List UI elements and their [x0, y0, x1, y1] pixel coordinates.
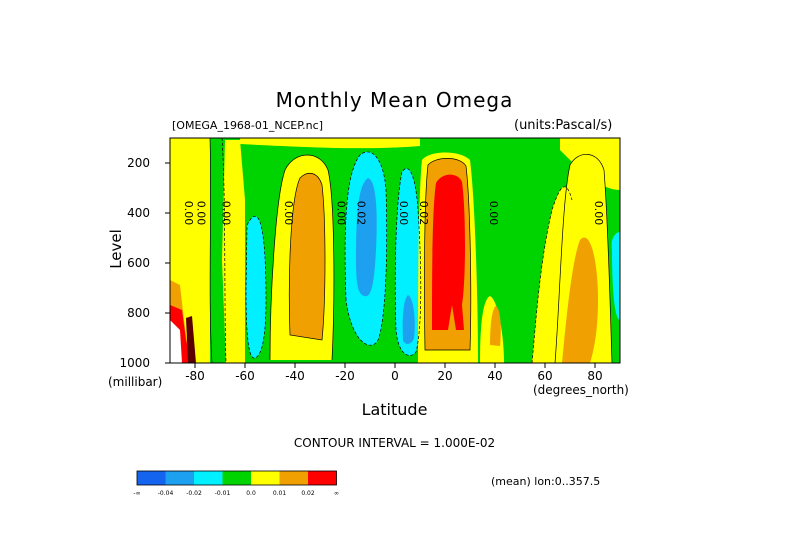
contour-line — [269, 154, 335, 361]
legend-tick-label: 0.0 — [246, 490, 256, 497]
y-tick-label: 600 — [127, 256, 150, 270]
contour-value-label: 0.00 — [220, 201, 233, 226]
legend-tick-label: -0.01 — [215, 490, 231, 497]
contour-value-label: 0.02 — [417, 201, 430, 226]
contour-value-label: 0.00 — [182, 201, 195, 226]
contour-value-label: 0.00 — [195, 201, 208, 226]
region-yellow-top-north — [560, 138, 620, 190]
contour-line — [221, 138, 227, 363]
region-cyan-eq — [395, 168, 421, 356]
x-tick-label: -40 — [285, 369, 305, 383]
y-tick-label: 800 — [127, 306, 150, 320]
contour-line — [245, 215, 267, 359]
y-tick-label: 400 — [127, 206, 150, 220]
legend-frame — [136, 470, 337, 486]
chart-title: Monthly Mean Omega — [275, 88, 514, 112]
contour-line — [394, 168, 422, 356]
contour-value-label: 0.00 — [335, 201, 348, 226]
y-axis-unit: (millibar) — [108, 375, 163, 389]
x-tick-label: -60 — [235, 369, 255, 383]
x-tick-label: 20 — [437, 369, 452, 383]
contour-line — [209, 138, 213, 363]
region-darkred-south — [186, 316, 196, 363]
contour-value-label: 0.00 — [397, 201, 410, 226]
region-cyan-north-edge — [611, 232, 620, 320]
contour-labels: 0.00 0.00 0.00 0.00 0.00 0.02 0.00 0.02 0.00 0.00 — [182, 201, 605, 226]
dataset-name: [OMEGA_1968-01_NCEP.nc] — [172, 119, 323, 132]
legend-swatch — [194, 471, 223, 485]
x-axis-ticks: -80 -60 -40 -20 0 20 40 60 80 — [185, 363, 603, 383]
contour-line — [344, 151, 388, 346]
color-legend-bar: -∞ -0.04 -0.02 -0.01 0.0 0.01 0.02 ∞ — [133, 470, 339, 497]
x-tick-label: -80 — [185, 369, 205, 383]
mean-longitude-note: (mean) lon:0..357.5 — [491, 475, 601, 488]
legend-tick-label: ∞ — [334, 490, 339, 497]
contour-line — [531, 186, 573, 363]
contour-value-label: 0.00 — [592, 201, 605, 226]
contour-line — [288, 172, 326, 341]
region-cyan-s60 — [246, 216, 266, 358]
contour-value-label: 0.00 — [282, 201, 295, 226]
region-white-south-corner — [170, 320, 182, 363]
region-blue-s10 — [356, 178, 377, 297]
y-axis-ticks: 200 400 600 800 1000 — [119, 156, 170, 370]
x-tick-label: -20 — [335, 369, 355, 383]
legend-tick-label: 0.01 — [273, 490, 287, 497]
x-tick-label: 60 — [537, 369, 552, 383]
legend-swatch — [308, 471, 337, 485]
y-tick-label: 200 — [127, 156, 150, 170]
legend-swatch — [279, 471, 308, 485]
x-axis-unit: (degrees_north) — [533, 383, 629, 397]
x-tick-label: 0 — [391, 369, 399, 383]
units-label: (units:Pascal/s) — [514, 118, 613, 133]
legend-swatch — [137, 471, 166, 485]
region-red-n20 — [432, 174, 465, 330]
legend-swatch — [222, 471, 251, 485]
y-tick-label: 1000 — [119, 356, 150, 370]
contour-interval-note: CONTOUR INTERVAL = 1.000E-02 — [293, 436, 496, 450]
contour-value-label: 0.00 — [487, 201, 500, 226]
contour-line — [554, 154, 613, 363]
legend-tick-label: -0.04 — [158, 490, 174, 497]
x-tick-label: 80 — [587, 369, 602, 383]
region-orange-s40 — [289, 173, 325, 340]
legend-tick-label: -0.02 — [186, 490, 202, 497]
x-axis-label: Latitude — [361, 400, 428, 419]
region-yellow-band-s60 — [222, 140, 245, 363]
x-tick-label: 40 — [487, 369, 502, 383]
region-orange-n40 — [490, 306, 501, 346]
contour-line — [424, 158, 472, 351]
region-orange-n80 — [562, 237, 598, 363]
contour-lines — [209, 138, 613, 363]
legend-tick-label: 0.02 — [301, 490, 315, 497]
legend-swatch — [251, 471, 280, 485]
contour-fills — [170, 138, 620, 363]
legend-swatch — [165, 471, 194, 485]
region-yellow-top-s40 — [240, 138, 420, 149]
region-blue-eq — [402, 295, 415, 344]
contour-value-label: 0.02 — [355, 201, 368, 226]
legend-tick-label: -∞ — [133, 490, 140, 497]
